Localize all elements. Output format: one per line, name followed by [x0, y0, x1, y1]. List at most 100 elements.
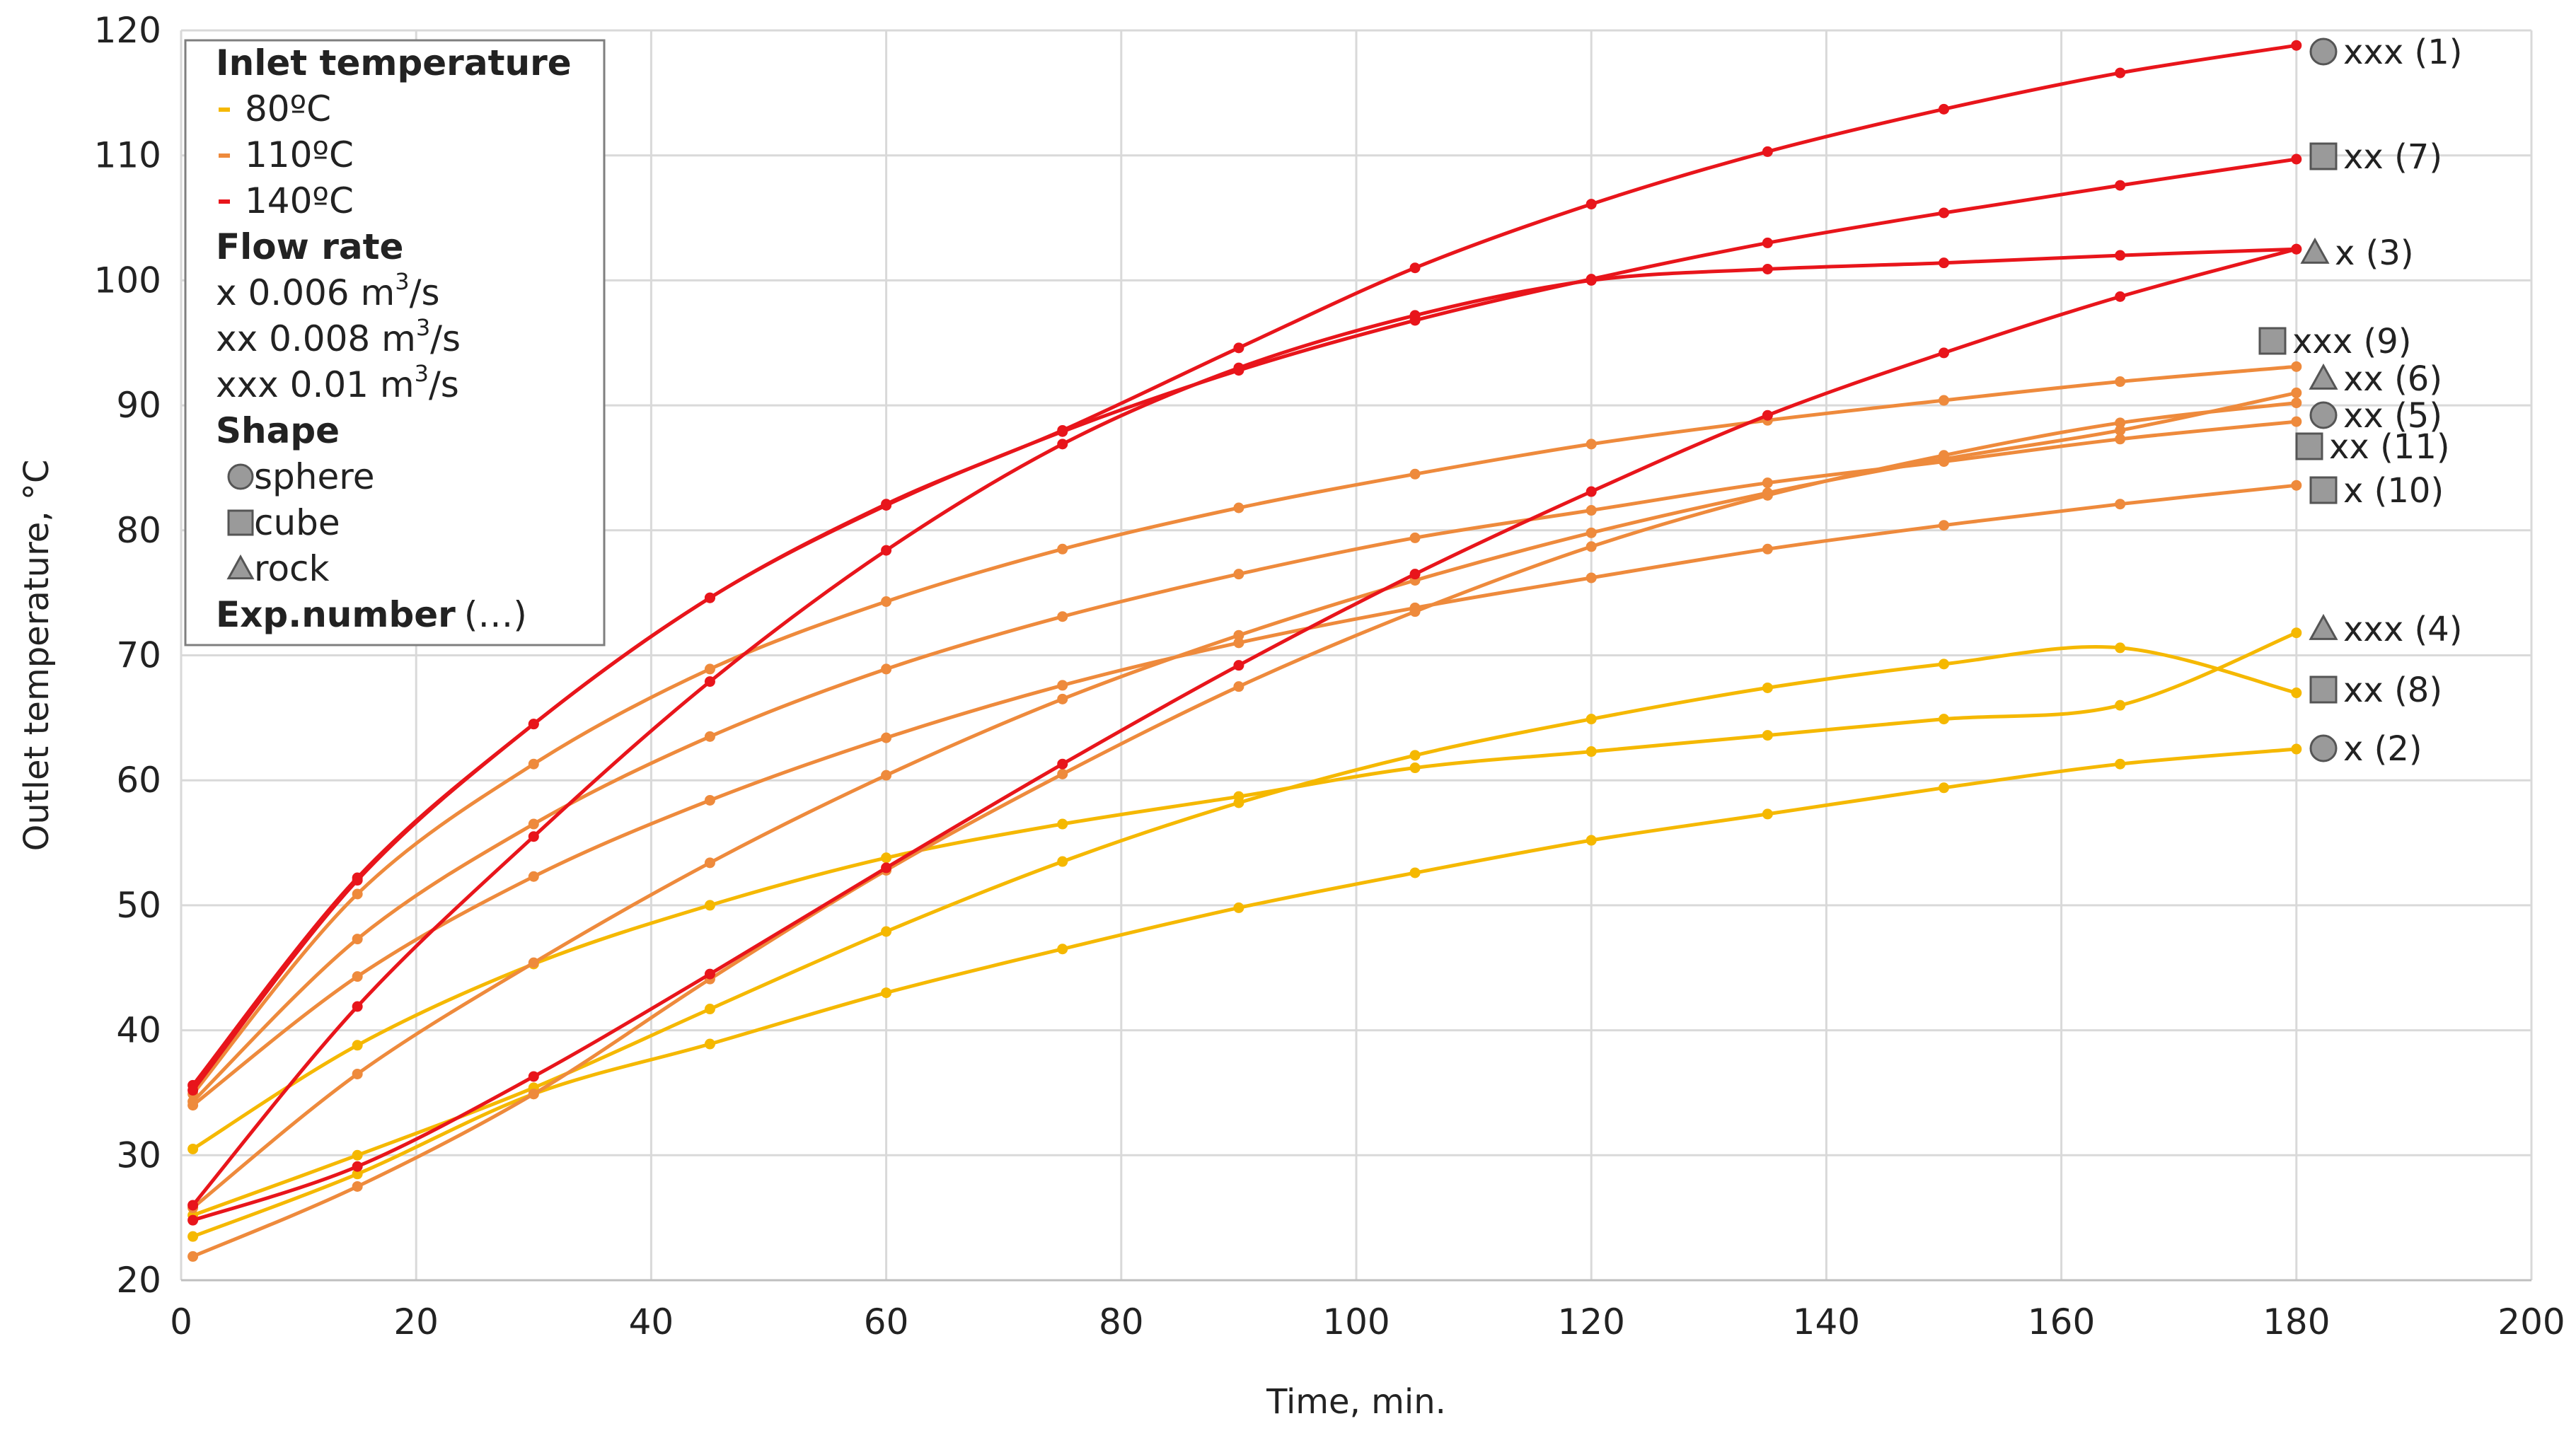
- data-point: [1057, 426, 1068, 437]
- data-point: [1939, 395, 1949, 406]
- data-point: [704, 1004, 715, 1015]
- data-point: [352, 1161, 363, 1172]
- series-end-label: x (10): [2309, 471, 2444, 511]
- legend-item-label: sphere: [254, 456, 374, 497]
- series-end-label: x (3): [2300, 233, 2414, 273]
- y-tick-label: 50: [116, 885, 161, 926]
- data-point: [1586, 714, 1597, 725]
- legend-item: rock: [226, 548, 330, 589]
- data-point: [187, 1100, 199, 1111]
- data-point: [187, 1084, 199, 1096]
- data-point: [1409, 262, 1421, 274]
- x-tick-label: 60: [864, 1301, 909, 1342]
- data-point: [528, 957, 539, 968]
- y-tick-label: 40: [116, 1010, 161, 1051]
- data-point: [2291, 40, 2302, 51]
- series-line: [191, 247, 2297, 1207]
- data-point: [881, 862, 892, 874]
- data-point: [881, 852, 892, 864]
- series-end-label: x (2): [2309, 729, 2422, 769]
- data-point: [1233, 342, 1244, 354]
- data-point: [1057, 543, 1068, 555]
- series-line: [192, 645, 2297, 1217]
- data-point: [187, 1231, 199, 1242]
- data-point: [1409, 532, 1421, 543]
- legend-text: xxx 0.01 m: [216, 364, 415, 405]
- rock-icon: [2309, 613, 2338, 640]
- data-point: [528, 831, 539, 842]
- data-point: [1939, 714, 1949, 725]
- grid: [180, 29, 2533, 1282]
- data-point: [1233, 630, 1244, 641]
- y-tick-label: 60: [116, 760, 161, 801]
- data-point: [1057, 944, 1068, 955]
- data-point: [1586, 746, 1597, 758]
- data-point: [352, 1149, 363, 1161]
- cube-icon: [2295, 432, 2323, 460]
- legend-item-label: 110ºC: [245, 134, 354, 175]
- data-point: [1057, 680, 1068, 691]
- series-end-label-text: xx (7): [2343, 137, 2442, 177]
- data-point: [1233, 902, 1244, 913]
- legend-title: Flow rate: [216, 226, 403, 267]
- data-point: [1057, 768, 1068, 779]
- data-point: [1233, 660, 1244, 671]
- y-tick-label: 100: [94, 260, 161, 301]
- data-point: [2115, 499, 2126, 510]
- data-point: [1409, 750, 1421, 761]
- y-axis-title: Outlet temperature, °C: [17, 460, 57, 852]
- data-point: [1233, 637, 1244, 649]
- data-point: [2115, 67, 2126, 79]
- data-point: [1939, 456, 1949, 468]
- data-point: [881, 770, 892, 781]
- data-point: [1586, 541, 1597, 552]
- data-point: [1762, 410, 1773, 421]
- series-end-label-text: x (10): [2343, 471, 2444, 511]
- data-point: [2115, 291, 2126, 302]
- data-point: [352, 1068, 363, 1079]
- data-point: [2291, 398, 2302, 409]
- data-point: [1939, 520, 1949, 531]
- series-110: [187, 416, 2302, 1107]
- data-point: [2115, 700, 2126, 711]
- data-point: [352, 1001, 363, 1012]
- series-end-label: xx (5): [2309, 396, 2442, 436]
- x-tick-label: 120: [1557, 1301, 1624, 1342]
- series-end-label: xxx (4): [2309, 610, 2462, 649]
- data-point: [1586, 835, 1597, 846]
- series-lines: [187, 40, 2302, 1262]
- series-110: [187, 480, 2302, 1111]
- series-end-label: xx (6): [2309, 359, 2442, 399]
- series-end-label-text: xx (6): [2343, 359, 2442, 399]
- data-point: [2291, 361, 2302, 372]
- data-point: [1233, 502, 1244, 514]
- data-point: [1409, 310, 1421, 321]
- x-tick-label: 140: [1793, 1301, 1860, 1342]
- data-point: [1233, 681, 1244, 692]
- data-point: [1233, 569, 1244, 580]
- cube-icon: [2258, 327, 2287, 355]
- data-point: [881, 663, 892, 675]
- data-point: [528, 758, 539, 770]
- x-tick-label: 100: [1322, 1301, 1390, 1342]
- data-point: [704, 731, 715, 742]
- series-end-label-text: xx (11): [2329, 427, 2450, 467]
- data-point: [1762, 263, 1773, 274]
- y-tick-label: 70: [116, 635, 161, 676]
- data-point: [1409, 762, 1421, 774]
- data-point: [1586, 527, 1597, 538]
- data-point: [881, 732, 892, 743]
- cube-icon: [2309, 675, 2338, 704]
- series-end-label-text: xxx (1): [2343, 33, 2462, 72]
- data-point: [881, 545, 892, 556]
- data-point: [881, 987, 892, 999]
- legend-item-label: rock: [254, 548, 330, 589]
- series-end-label-text: xx (5): [2343, 396, 2442, 436]
- x-tick-label: 200: [2497, 1301, 2565, 1342]
- data-point: [352, 1040, 363, 1051]
- legend-item-label: x 0.006 m3/s: [216, 268, 440, 313]
- data-point: [528, 1071, 539, 1082]
- data-point: [1057, 758, 1068, 770]
- data-point: [881, 596, 892, 608]
- y-tick-label: 110: [94, 135, 161, 176]
